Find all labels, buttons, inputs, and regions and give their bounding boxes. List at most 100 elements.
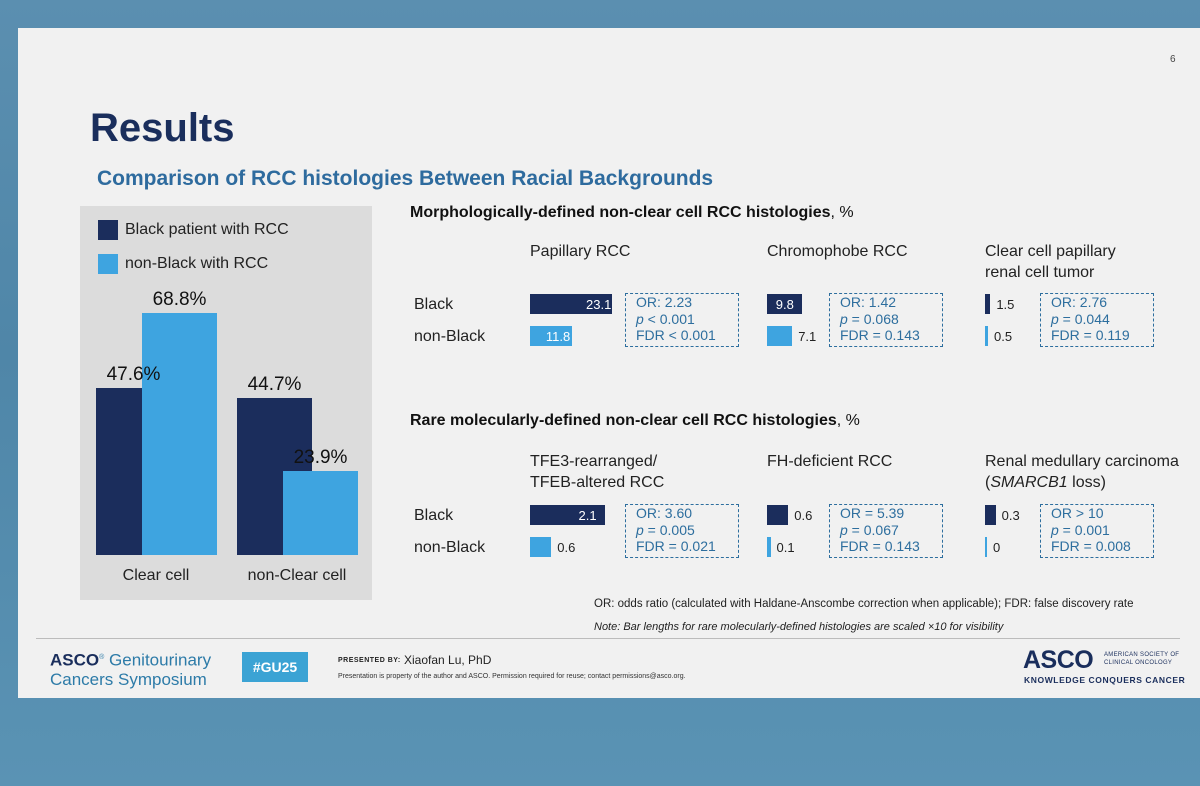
- slide-title: Results: [90, 106, 235, 150]
- stat-text: = 0.068: [847, 310, 899, 327]
- stat-line: FDR = 0.143: [840, 538, 942, 555]
- asco-society-name: AMERICAN SOCIETY OF CLINICAL ONCOLOGY: [1104, 652, 1179, 667]
- definitions-footnote: OR: odds ratio (calculated with Haldane-…: [594, 598, 1134, 610]
- histology-name-line: TFE3-rearranged/: [530, 453, 658, 470]
- asco-tagline: KNOWLEDGE CONQUERS CANCER: [1024, 675, 1186, 685]
- stat-text: < 0.001: [643, 310, 695, 327]
- stat-text: OR: 2.23: [636, 294, 693, 310]
- category-label: Clear cell: [122, 567, 190, 584]
- stat-line: p = 0.067: [840, 522, 942, 539]
- stat-text: FDR = 0.119: [1051, 327, 1130, 343]
- logo-line1: Genitourinary: [109, 650, 212, 670]
- stat-text: OR: 3.60: [636, 505, 693, 521]
- section-title-suffix: , %: [836, 412, 860, 429]
- stat-text: = 0.067: [847, 521, 899, 538]
- histology-name-line: FH-deficient RCC: [767, 453, 893, 470]
- bar-value-label: 0.6: [557, 540, 576, 555]
- slide: 6 Results Comparison of RCC histologies …: [18, 28, 1200, 698]
- p-symbol: p: [636, 521, 644, 538]
- stat-box: OR = 5.39 p = 0.067 FDR = 0.143: [829, 504, 943, 558]
- section-title: Morphologically-defined non-clear cell R…: [410, 204, 854, 221]
- stat-line: p = 0.001: [1051, 522, 1153, 539]
- histology-name: Chromophobe RCC: [767, 241, 908, 262]
- footer-divider: [36, 638, 1180, 639]
- gu-symposium-logo: ASCO® Genitourinary Cancers Symposium: [50, 650, 212, 689]
- stat-line: OR > 10: [1051, 505, 1153, 522]
- stat-box: OR > 10 p = 0.001 FDR = 0.008: [1040, 504, 1154, 558]
- histology-name: Papillary RCC: [530, 241, 630, 262]
- stat-text: FDR = 0.021: [636, 538, 716, 554]
- stat-line: FDR = 0.008: [1051, 538, 1153, 555]
- stat-text: OR: 2.76: [1051, 294, 1108, 310]
- bar: [530, 537, 552, 557]
- legend-swatch: [98, 254, 118, 274]
- stat-text: OR: 1.42: [840, 294, 897, 310]
- p-symbol: p: [1051, 310, 1059, 327]
- bar-value-label: 44.7%: [247, 373, 302, 395]
- asco-society-line1: AMERICAN SOCIETY OF: [1104, 652, 1180, 658]
- histology-name-line: Chromophobe RCC: [767, 243, 908, 260]
- stat-line: p = 0.068: [840, 311, 942, 328]
- histology-name-line: Renal medullary carcinoma: [985, 453, 1179, 470]
- stat-line: p < 0.001: [636, 311, 738, 328]
- presented-by-label: PRESENTED BY:: [338, 657, 401, 664]
- asco-society-line2: CLINICAL ONCOLOGY: [1104, 659, 1173, 666]
- stat-line: OR: 1.42: [840, 294, 942, 311]
- row-label: non-Black: [414, 328, 486, 345]
- stat-line: p = 0.044: [1051, 311, 1153, 328]
- stat-line: OR = 5.39: [840, 505, 942, 522]
- section-title: Rare molecularly-defined non-clear cell …: [410, 412, 860, 429]
- stat-line: OR: 2.23: [636, 294, 738, 311]
- scale-note: Note: Bar lengths for rare molecularly-d…: [594, 621, 1004, 633]
- category-label: non-Clear cell: [247, 567, 347, 584]
- bar: [767, 294, 802, 314]
- stat-text: OR = 5.39: [840, 505, 905, 521]
- hashtag-badge: #GU25: [242, 652, 308, 682]
- histology-name-italic: SMARCB1: [990, 474, 1068, 491]
- bar-value-label: 68.8%: [152, 289, 207, 310]
- bar: [283, 470, 358, 555]
- row-label: Black: [414, 507, 454, 524]
- stat-text: FDR = 0.143: [840, 538, 920, 554]
- bar-value-label: 2.1: [578, 508, 597, 523]
- p-symbol: p: [840, 310, 848, 327]
- stat-box: OR: 2.76 p = 0.044 FDR = 0.119: [1040, 293, 1154, 347]
- histology-name: TFE3-rearranged/TFEB-altered RCC: [530, 451, 664, 493]
- logo-line2: Cancers Symposium: [50, 669, 207, 689]
- histology-name-line: Papillary RCC: [530, 243, 631, 260]
- bar: [985, 505, 996, 525]
- stat-line: FDR = 0.143: [840, 327, 942, 344]
- bar: [767, 505, 789, 525]
- stat-line: OR: 3.60: [636, 505, 738, 522]
- stat-text: OR > 10: [1051, 505, 1104, 521]
- row-label: non-Black: [414, 539, 486, 556]
- bar-value-label: 0: [993, 540, 1001, 555]
- bar: [767, 537, 771, 557]
- bar: [767, 326, 793, 346]
- bar-value-label: 0.3: [1001, 508, 1020, 523]
- stat-line: OR: 2.76: [1051, 294, 1153, 311]
- bar-value-label: 0.6: [794, 508, 813, 523]
- histology-name-line: loss): [1067, 474, 1106, 491]
- bar-value-label: 11.8: [545, 329, 571, 344]
- logo-asco-text: ASCO: [50, 650, 100, 670]
- presenter-name: Xiaofan Lu, PhD: [404, 653, 492, 667]
- histology-name-line: renal cell tumor: [985, 264, 1095, 281]
- p-symbol: p: [840, 521, 848, 538]
- bar-value-label: 0.1: [776, 540, 795, 555]
- histology-name-line: Clear cell papillary: [985, 243, 1116, 260]
- histology-name-line: (: [985, 474, 991, 491]
- stat-line: p = 0.005: [636, 522, 738, 539]
- stat-text: = 0.001: [1058, 521, 1110, 538]
- stat-text: = 0.005: [643, 521, 695, 538]
- clear-cell-bar-chart: Black patient with RCC non-Black with RCC…: [80, 206, 372, 600]
- section-title-suffix: , %: [830, 204, 854, 221]
- stat-text: = 0.044: [1058, 310, 1110, 327]
- stat-text: FDR < 0.001: [636, 327, 716, 343]
- legend-label: Black patient with RCC: [125, 221, 289, 238]
- bar: [985, 294, 991, 314]
- stat-box: OR: 1.42 p = 0.068 FDR = 0.143: [829, 293, 943, 347]
- bar-value-label: 9.8: [775, 297, 794, 312]
- stat-line: FDR = 0.119: [1051, 327, 1153, 344]
- stat-box: OR: 3.60 p = 0.005 FDR = 0.021: [625, 504, 739, 558]
